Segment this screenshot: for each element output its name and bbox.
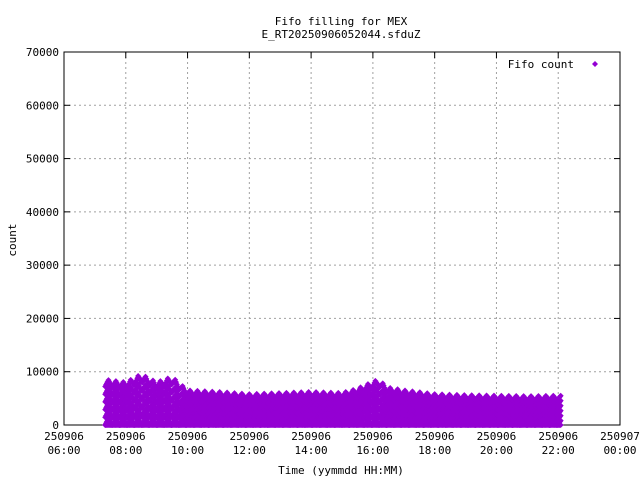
x-tick-time: 06:00 — [47, 444, 80, 457]
y-tick-label: 40000 — [26, 206, 59, 219]
x-tick-time: 20:00 — [480, 444, 513, 457]
x-axis-label: Time (yymmdd HH:MM) — [278, 464, 404, 477]
x-tick-date: 250906 — [291, 430, 331, 443]
x-tick-date: 250907 — [600, 430, 640, 443]
data-point — [557, 422, 564, 428]
y-tick-label: 50000 — [26, 153, 59, 166]
data-point — [557, 392, 564, 399]
x-tick-time: 12:00 — [233, 444, 266, 457]
x-tick-date: 250906 — [44, 430, 84, 443]
chart-title: Fifo filling for MEX — [275, 15, 408, 28]
x-tick-date: 250906 — [353, 430, 393, 443]
x-tick-time: 16:00 — [356, 444, 389, 457]
y-axis-label: count — [6, 223, 19, 256]
data-point — [557, 417, 564, 424]
data-point — [557, 407, 564, 414]
grid — [64, 52, 620, 425]
y-tick-label: 0 — [52, 419, 59, 432]
x-tick-time: 10:00 — [171, 444, 204, 457]
x-tick-date: 250906 — [477, 430, 517, 443]
x-tick-date: 250906 — [538, 430, 578, 443]
legend-marker — [592, 61, 598, 67]
axes: 0 10000 20000 30000 40000 50000 60000 70000 2509… — [26, 46, 640, 457]
legend: Fifo count — [508, 58, 598, 71]
data-points — [102, 372, 564, 428]
y-tick-label: 70000 — [26, 46, 59, 59]
x-tick-time: 00:00 — [603, 444, 636, 457]
data-point — [557, 397, 564, 404]
x-tick-date: 250906 — [415, 430, 455, 443]
x-tick-time: 18:00 — [418, 444, 451, 457]
x-tick-date: 250906 — [229, 430, 269, 443]
legend-label: Fifo count — [508, 58, 574, 71]
chart-subtitle: E_RT20250906052044.sfduZ — [262, 28, 421, 41]
x-tick-time: 14:00 — [295, 444, 328, 457]
x-tick-date: 250906 — [168, 430, 208, 443]
y-tick-label: 60000 — [26, 99, 59, 112]
y-tick-label: 10000 — [26, 366, 59, 379]
y-tick-label: 30000 — [26, 259, 59, 272]
x-tick-time: 22:00 — [542, 444, 575, 457]
y-tick-label: 20000 — [26, 312, 59, 325]
plot-border — [63, 51, 621, 426]
x-tick-time: 08:00 — [109, 444, 142, 457]
data-point — [557, 412, 564, 419]
data-point — [557, 402, 564, 409]
x-tick-date: 250906 — [106, 430, 146, 443]
